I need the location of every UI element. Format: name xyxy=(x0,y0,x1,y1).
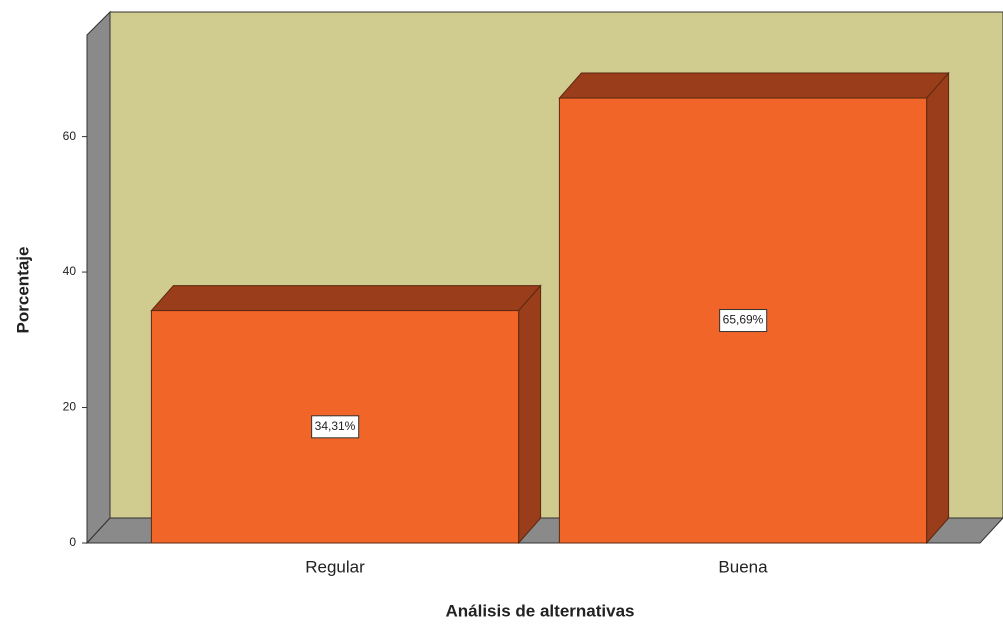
y-axis-label: Porcentaje xyxy=(13,247,32,334)
x-tick-label: Regular xyxy=(305,557,365,576)
side-wall xyxy=(86,10,111,545)
value-label-box xyxy=(719,309,768,333)
bar-side xyxy=(926,71,950,545)
bar-top xyxy=(150,285,542,312)
value-label: 34,31% xyxy=(315,419,356,433)
y-tick-label: 20 xyxy=(63,400,77,414)
bar-side xyxy=(518,284,542,545)
y-tick-label: 60 xyxy=(63,129,77,143)
y-tick-label: 40 xyxy=(63,264,77,278)
bar-top xyxy=(558,72,950,99)
value-label: 65,69% xyxy=(723,313,764,327)
value-label-box xyxy=(311,415,360,439)
y-tick-label: 0 xyxy=(69,535,76,549)
x-axis-label: Análisis de alternativas xyxy=(446,601,635,620)
x-tick-label: Buena xyxy=(718,557,768,576)
